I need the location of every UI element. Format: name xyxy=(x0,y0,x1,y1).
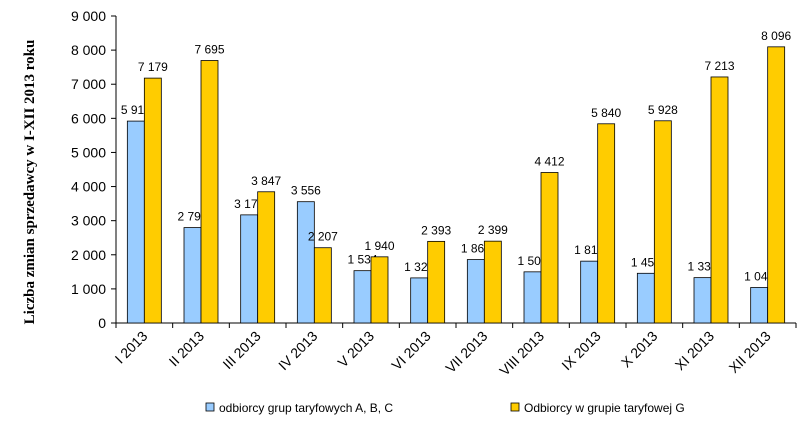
data-label-series-1: 1 860 xyxy=(461,242,491,256)
bar-series-2 xyxy=(540,172,559,324)
y-tick-label: 1 000 xyxy=(71,281,106,297)
x-category-label: II 2013 xyxy=(166,328,208,370)
data-label-series-2: 5 840 xyxy=(591,106,621,120)
data-label-series-1: 1 322 xyxy=(404,260,434,274)
x-category-label: XI 2013 xyxy=(672,328,718,374)
x-category-label: V 2013 xyxy=(334,328,377,371)
bar-series-2 xyxy=(143,77,162,324)
bar-series-1 xyxy=(580,260,599,324)
data-label-series-2: 2 207 xyxy=(308,230,338,244)
data-label-series-2: 2 393 xyxy=(421,223,451,237)
bar-series-2 xyxy=(483,240,502,324)
bar-series-1 xyxy=(750,287,769,324)
y-tick-label: 4 000 xyxy=(71,179,106,195)
bar-series-1 xyxy=(353,270,372,324)
bar-series-2 xyxy=(597,123,616,324)
bar-series-1 xyxy=(240,214,259,324)
data-label-series-2: 4 412 xyxy=(534,155,564,169)
bar-series-1 xyxy=(126,120,145,324)
bar-series-2 xyxy=(313,247,332,324)
x-category-label: VIII 2013 xyxy=(496,328,547,379)
legend-label-series-1: odbiorcy grup taryfowych A, B, C xyxy=(219,401,393,415)
bar-series-1 xyxy=(410,277,429,324)
y-tick-label: 3 000 xyxy=(71,213,106,229)
bar-series-1 xyxy=(693,277,712,324)
x-category-label: I 2013 xyxy=(112,328,151,367)
data-label-series-1: 3 170 xyxy=(234,197,264,211)
y-tick-label: 2 000 xyxy=(71,247,106,263)
bar-series-2 xyxy=(257,191,276,324)
legend-swatch-series-1 xyxy=(205,402,215,412)
data-label-series-1: 1 041 xyxy=(744,269,774,283)
data-label-series-1: 3 556 xyxy=(291,184,321,198)
data-label-series-1: 1 457 xyxy=(631,255,661,269)
data-label-series-1: 1 500 xyxy=(517,254,547,268)
x-category-label: IV 2013 xyxy=(275,328,321,374)
data-label-series-1: 1 813 xyxy=(574,243,604,257)
bar-series-2 xyxy=(653,120,672,324)
bar-series-2 xyxy=(710,76,729,324)
data-label-series-2: 7 213 xyxy=(704,59,734,73)
bar-series-1 xyxy=(183,227,202,324)
x-category-label: III 2013 xyxy=(219,328,263,372)
data-label-series-1: 2 797 xyxy=(177,210,207,224)
data-label-series-1: 1 330 xyxy=(687,260,717,274)
plot-area: 0 1 000 2 000 3 000 4 000 5 000 6 000 7 000 8 00… xyxy=(71,8,797,415)
data-label-series-2: 7 695 xyxy=(194,43,224,57)
data-label-series-1: 5 919 xyxy=(121,103,151,117)
data-label-series-1: 1 534 xyxy=(347,253,377,267)
x-category-label: XII 2013 xyxy=(726,328,774,376)
y-tick-label: 5 000 xyxy=(71,144,106,160)
data-label-series-2: 1 940 xyxy=(364,239,394,253)
x-category-label: X 2013 xyxy=(618,328,661,371)
bar-series-1 xyxy=(296,201,315,324)
bar-series-2 xyxy=(767,46,786,324)
y-tick-label: 7 000 xyxy=(71,76,106,92)
y-tick-label: 6 000 xyxy=(71,110,106,126)
bar-series-2 xyxy=(427,240,446,324)
data-label-series-2: 5 928 xyxy=(648,103,678,117)
legend-label-series-2: Odbiorcy w grupie taryfowej G xyxy=(524,401,685,415)
x-category-label: VII 2013 xyxy=(442,328,490,376)
bar-series-1 xyxy=(466,259,485,324)
data-label-series-2: 3 847 xyxy=(251,174,281,188)
y-axis-label: Liczba zmian sprzedawcy w I-XII 2013 rok… xyxy=(22,40,38,325)
data-label-series-2: 8 096 xyxy=(761,29,791,43)
data-label-series-2: 2 399 xyxy=(478,223,508,237)
bar-series-2 xyxy=(200,60,219,324)
y-tick-label: 9 000 xyxy=(71,8,106,24)
data-label-series-2: 7 179 xyxy=(138,60,168,74)
x-category-label: VI 2013 xyxy=(388,328,434,374)
bar-series-2 xyxy=(370,256,389,324)
legend-swatch-series-2 xyxy=(510,402,520,412)
x-category-label: IX 2013 xyxy=(558,328,604,374)
bar-series-1 xyxy=(523,271,542,324)
y-tick-label: 8 000 xyxy=(71,42,106,58)
y-tick-label: 0 xyxy=(98,315,106,331)
bar-series-1 xyxy=(636,272,655,324)
